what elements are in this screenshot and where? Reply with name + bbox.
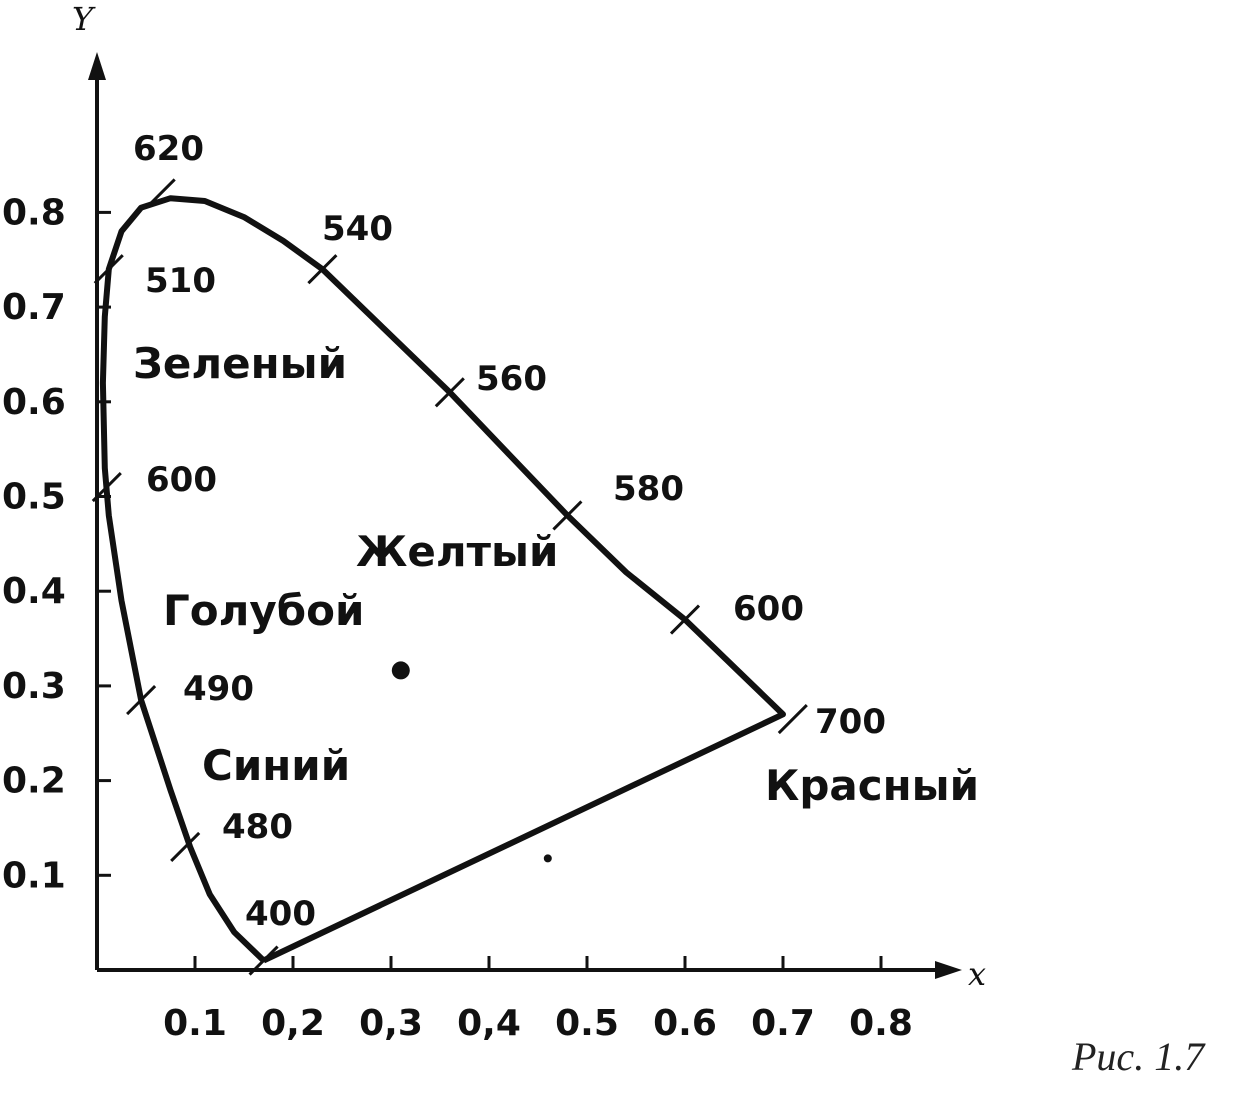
- wavelength-label: 490: [183, 669, 254, 709]
- axes: [95, 70, 945, 972]
- wavelength-label: 600: [733, 589, 804, 629]
- y-tick-label: 0.3: [2, 666, 66, 707]
- x-tick-label: 0.8: [849, 1003, 913, 1044]
- wavelength-tick: [248, 945, 279, 976]
- x-tick-label: 0,3: [359, 1003, 423, 1044]
- white-point-dot: [391, 661, 410, 680]
- wavelength-tick: [434, 377, 465, 408]
- region-label: Красный: [765, 761, 979, 810]
- wavelength-label: 510: [145, 261, 216, 301]
- wavelength-label: 580: [613, 469, 684, 509]
- wavelength-label: 600: [146, 460, 217, 500]
- wavelength-label: 480: [222, 807, 293, 847]
- wavelength-label: 560: [476, 359, 547, 399]
- wavelength-tick: [170, 831, 201, 862]
- y-tick-label: 0.7: [2, 287, 66, 328]
- x-tick-label: 0.1: [163, 1003, 227, 1044]
- wavelength-tick: [93, 254, 124, 285]
- region-label: Желтый: [356, 527, 558, 576]
- stray-dot: [543, 854, 552, 863]
- spectral-locus-curve: [99, 195, 786, 964]
- x-tick-label: 0,2: [261, 1003, 325, 1044]
- wavelength-label: 620: [133, 129, 204, 169]
- x-tick-label: 0.6: [653, 1003, 717, 1044]
- wavelength-tick: [669, 604, 701, 635]
- wavelength-tick: [777, 703, 808, 735]
- wavelength-tick: [91, 471, 122, 503]
- x-tick-label: 0.5: [555, 1003, 619, 1044]
- wavelength-tick: [145, 178, 176, 209]
- y-tick-label: 0.1: [2, 855, 66, 896]
- x-tick-label: 0.7: [751, 1003, 815, 1044]
- y-tick-label: 0.6: [2, 382, 66, 423]
- wavelength-label: 540: [322, 209, 393, 249]
- wavelength-tick: [126, 685, 157, 716]
- wavelength-tick: [307, 254, 338, 285]
- wavelength-label: 400: [245, 894, 316, 934]
- x-axis-arrow: [935, 961, 962, 979]
- y-tick-label: 0.4: [2, 571, 66, 612]
- color-region-labels: Зеленый Желтый Голубой Синий Красный: [133, 339, 979, 810]
- y-tick-label: 0.8: [2, 192, 66, 233]
- wavelength-tick: [552, 500, 583, 531]
- region-label: Зеленый: [133, 339, 347, 388]
- x-tick-label: 0,4: [457, 1003, 521, 1044]
- y-axis-arrow: [88, 52, 106, 80]
- region-label: Синий: [202, 741, 350, 790]
- wavelength-marks: 620 540 510 560 600 580 600 490 700 480 400: [91, 129, 886, 976]
- figure-caption: Рис. 1.7: [1071, 1034, 1206, 1079]
- y-tick-label: 0.5: [2, 477, 66, 518]
- y-tick-label: 0.2: [2, 761, 66, 802]
- x-ticks: 0.1 0,2 0,3 0,4 0.5 0.6 0.7 0.8: [163, 956, 913, 1044]
- region-label: Голубой: [163, 586, 364, 635]
- x-axis-name: x: [968, 955, 986, 993]
- wavelength-label: 700: [815, 702, 886, 742]
- y-axis-name: Y: [72, 0, 96, 38]
- y-ticks: 0.1 0.2 0.3 0.4 0.5 0.6 0.7 0.8: [2, 192, 111, 896]
